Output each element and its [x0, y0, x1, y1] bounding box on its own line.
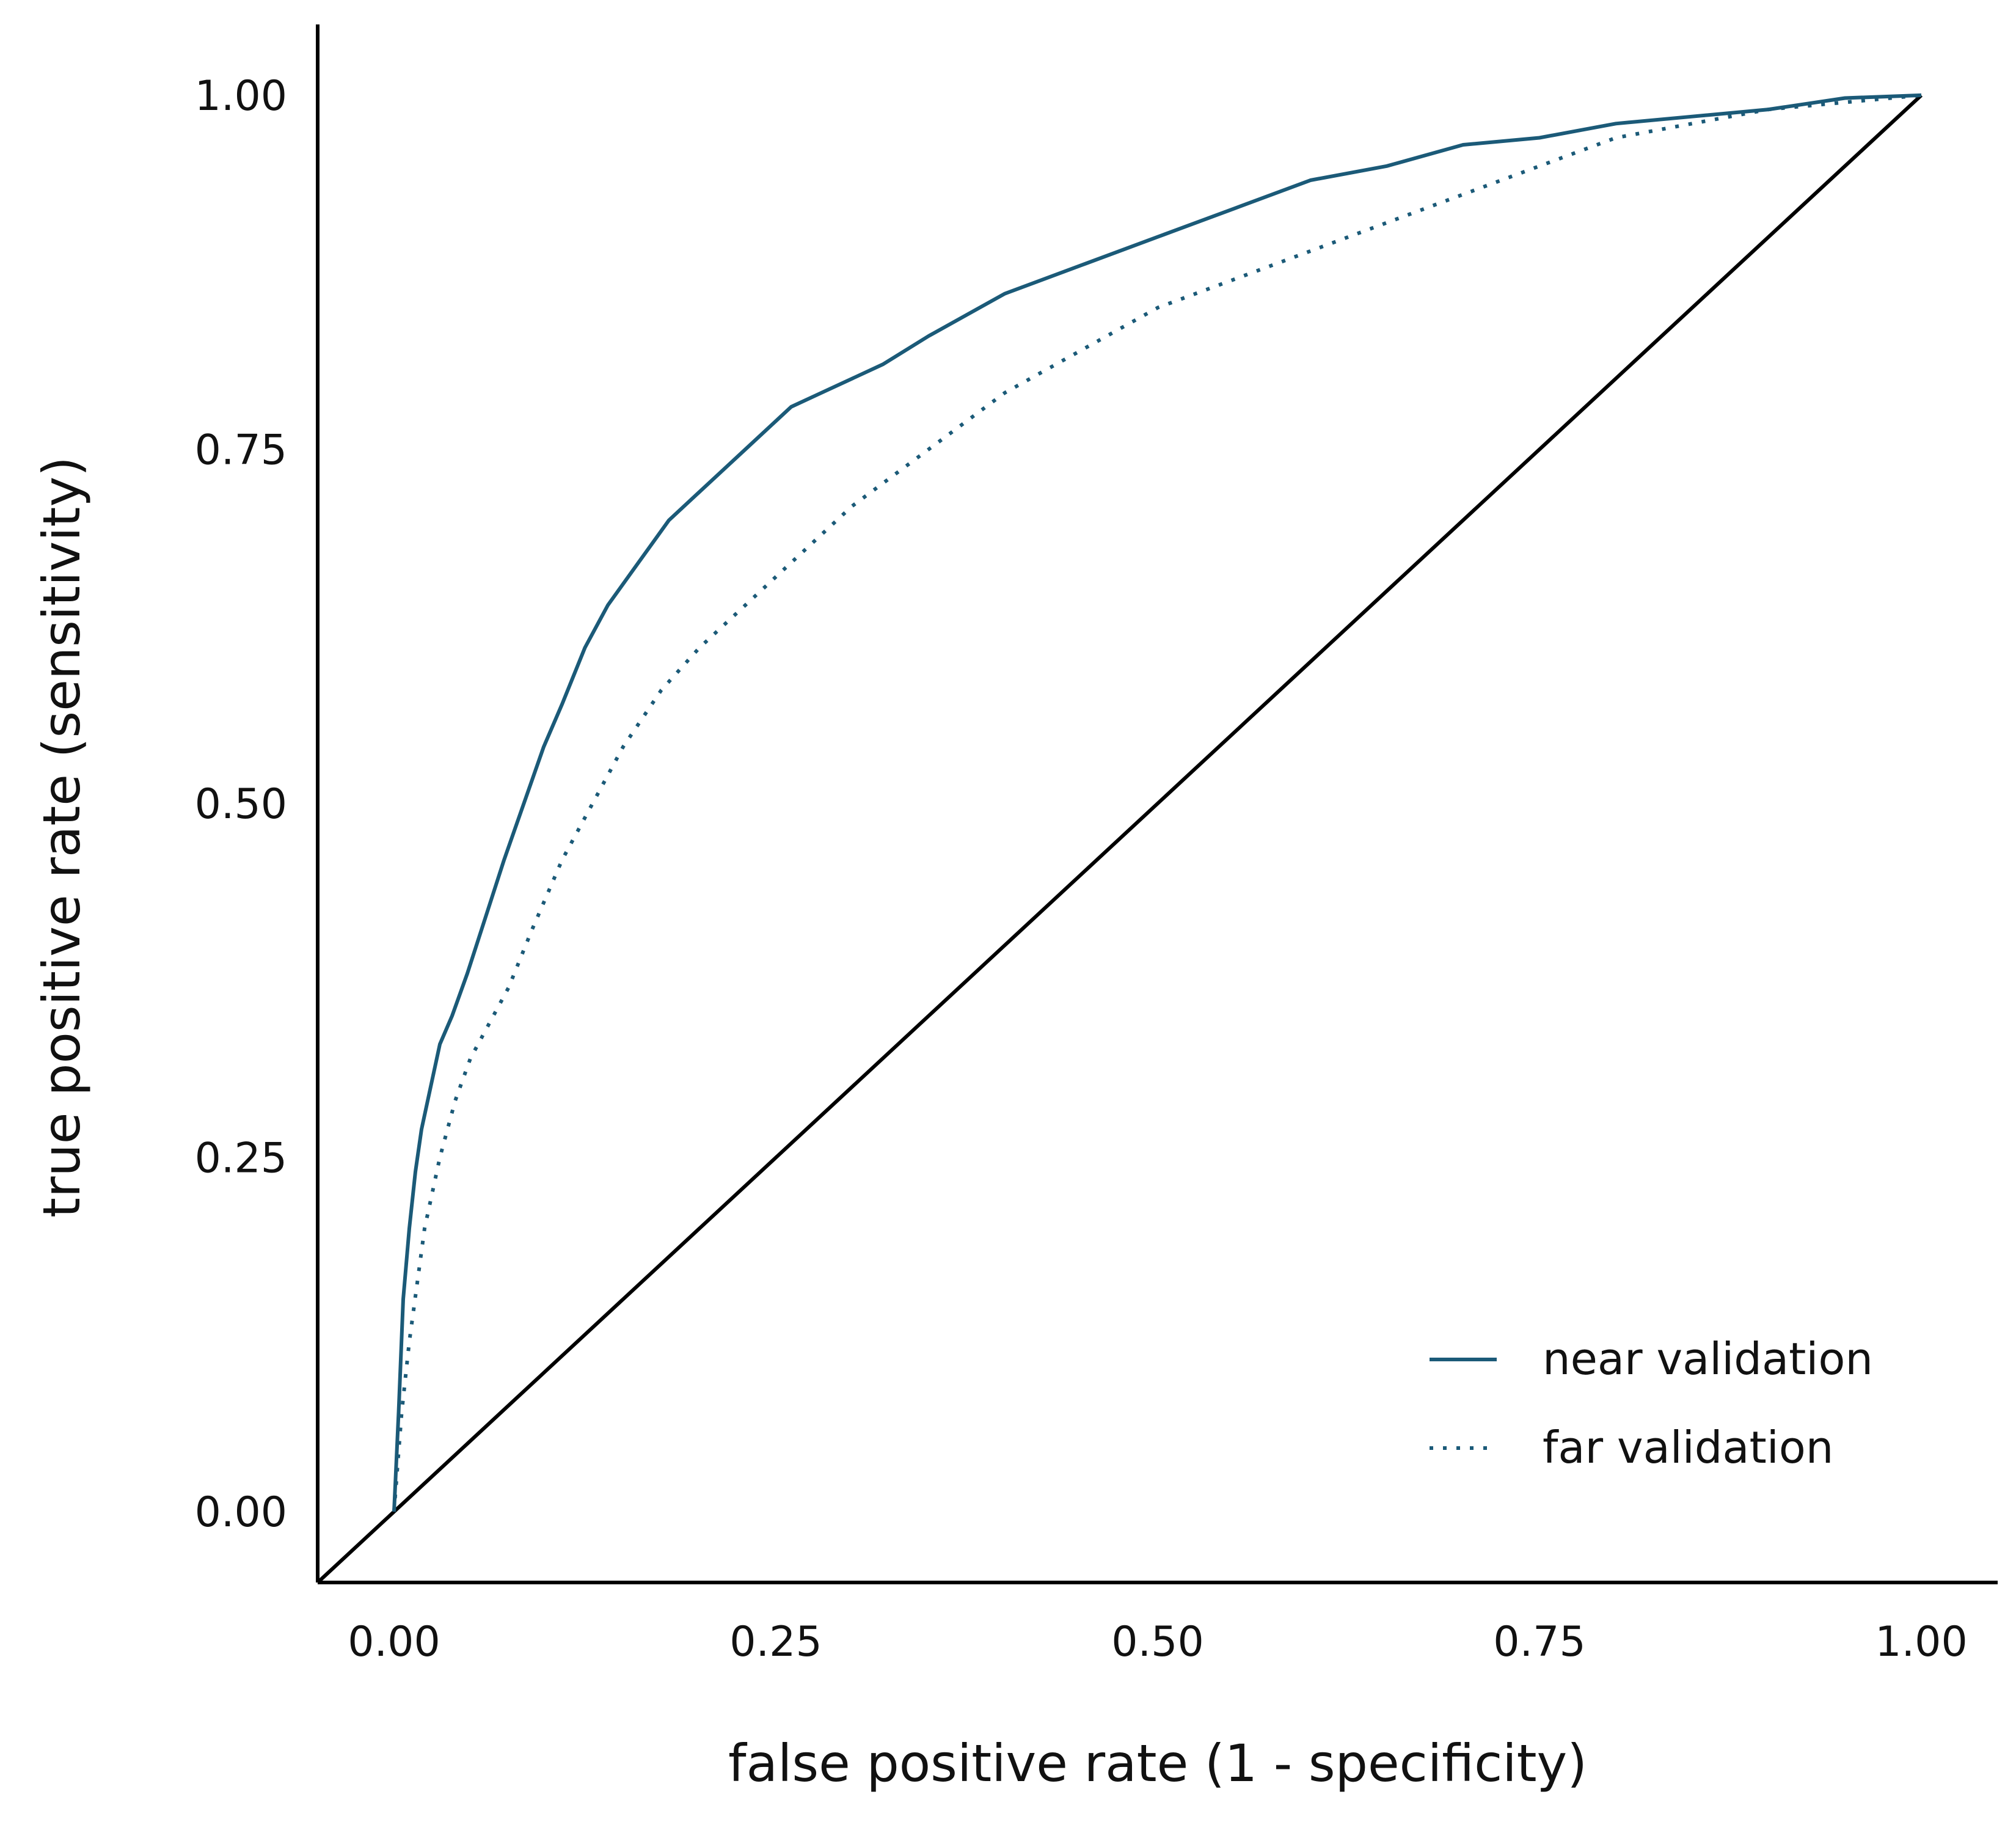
x-axis-title: false positive rate (1 - specificity): [728, 1733, 1587, 1793]
legend-label: far validation: [1543, 1422, 1833, 1473]
x-tick-label: 0.25: [729, 1618, 822, 1666]
x-tick-labels: 0.00 0.25 0.50 0.75 1.00: [348, 1618, 1967, 1666]
series-line-far-validation: [392, 93, 1922, 1512]
y-tick-label: 0.00: [195, 1488, 287, 1537]
y-tick-labels: 0.00 0.25 0.50 0.75 1.00: [195, 72, 287, 1537]
series-line-near-validation: [392, 93, 1922, 1512]
y-tick-label: 0.25: [195, 1135, 287, 1183]
legend-label: near validation: [1543, 1333, 1873, 1385]
x-tick-label: 1.00: [1875, 1618, 1967, 1666]
y-tick-label: 0.50: [195, 780, 287, 829]
x-tick-label: 0.75: [1493, 1618, 1585, 1666]
y-axis-title: true positive rate (sensitivity): [32, 456, 92, 1218]
reference-diagonal: [316, 93, 1923, 1584]
y-tick-label: 0.75: [195, 426, 287, 474]
x-tick-label: 0.50: [1111, 1618, 1203, 1666]
y-tick-label: 1.00: [195, 72, 287, 120]
series-layer: [392, 93, 1922, 1512]
plot-area: [316, 93, 1923, 1584]
legend: near validation far validation: [1430, 1333, 1873, 1473]
x-tick-label: 0.00: [348, 1618, 440, 1666]
